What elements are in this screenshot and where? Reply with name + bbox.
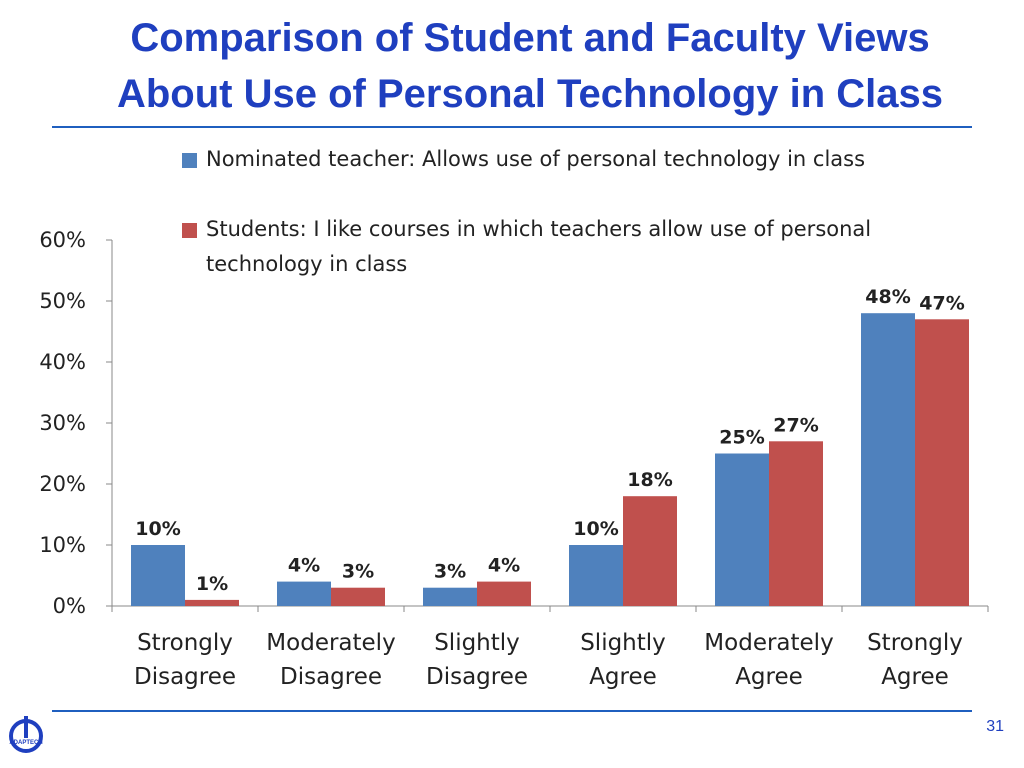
bar-teacher — [131, 545, 185, 606]
x-tick-label: Slightly — [580, 630, 666, 656]
slide-title: Comparison of Student and Faculty Views … — [40, 10, 1020, 122]
data-label-teacher: 48% — [865, 286, 910, 308]
data-label-teacher: 25% — [719, 427, 764, 449]
legend-item-teacher: Nominated teacher: Allows use of persona… — [182, 142, 962, 177]
x-tick-label: Moderately — [266, 630, 395, 656]
x-tick-label: Strongly — [867, 630, 963, 656]
legend-label-students: Students: I like courses in which teache… — [206, 217, 872, 276]
slide-title-line-2: About Use of Personal Technology in Clas… — [116, 72, 944, 116]
bar-students — [769, 441, 823, 606]
bar-teacher — [715, 453, 769, 606]
slide-title-line-1: Comparison of Student and Faculty Views — [130, 16, 930, 60]
data-label-teacher: 10% — [573, 518, 618, 540]
data-label-students: 18% — [627, 469, 672, 491]
x-tick-label: Agree — [881, 664, 949, 690]
bar-students — [477, 581, 531, 606]
y-tick-label: 0% — [53, 594, 86, 618]
x-tick-label: Agree — [735, 664, 803, 690]
data-label-students: 3% — [342, 561, 374, 583]
bar-students — [623, 496, 677, 606]
legend-label-teacher: Nominated teacher: Allows use of persona… — [206, 147, 866, 171]
legend-item-students: Students: I like courses in which teache… — [182, 212, 942, 282]
y-tick-label: 50% — [39, 289, 86, 313]
page-number: 31 — [986, 718, 1004, 735]
adaptech-logo: ADAPTECH — [9, 716, 43, 753]
bar-students — [185, 599, 239, 606]
y-tick-label: 40% — [39, 350, 86, 374]
top-divider — [52, 126, 972, 128]
x-tick-label: Disagree — [134, 664, 236, 690]
bar-teacher — [277, 581, 331, 606]
bar-students — [915, 319, 969, 606]
x-tick-label: Disagree — [280, 664, 382, 690]
bar-teacher — [423, 587, 477, 606]
bar-teacher — [569, 545, 623, 606]
data-label-students: 1% — [196, 573, 228, 595]
data-label-students: 27% — [773, 414, 818, 436]
y-tick-label: 20% — [39, 472, 86, 496]
legend-swatch-students — [182, 223, 197, 238]
data-label-teacher: 3% — [434, 561, 466, 583]
legend-swatch-teacher — [182, 153, 197, 168]
x-tick-label: Disagree — [426, 664, 528, 690]
x-tick-label: Agree — [589, 664, 657, 690]
logo-text: ADAPTECH — [9, 740, 42, 746]
logo-bar — [24, 716, 28, 738]
data-label-teacher: 4% — [288, 555, 320, 577]
y-tick-label: 30% — [39, 411, 86, 435]
x-tick-label: Strongly — [137, 630, 233, 656]
data-label-students: 47% — [919, 292, 964, 314]
data-label-students: 4% — [488, 555, 520, 577]
y-tick-label: 60% — [39, 228, 86, 252]
bar-teacher — [861, 313, 915, 606]
x-tick-label: Slightly — [434, 630, 520, 656]
data-label-teacher: 10% — [135, 518, 180, 540]
x-tick-label: Moderately — [704, 630, 833, 656]
y-tick-label: 10% — [39, 533, 86, 557]
bar-students — [331, 587, 385, 606]
bottom-divider — [52, 710, 972, 712]
